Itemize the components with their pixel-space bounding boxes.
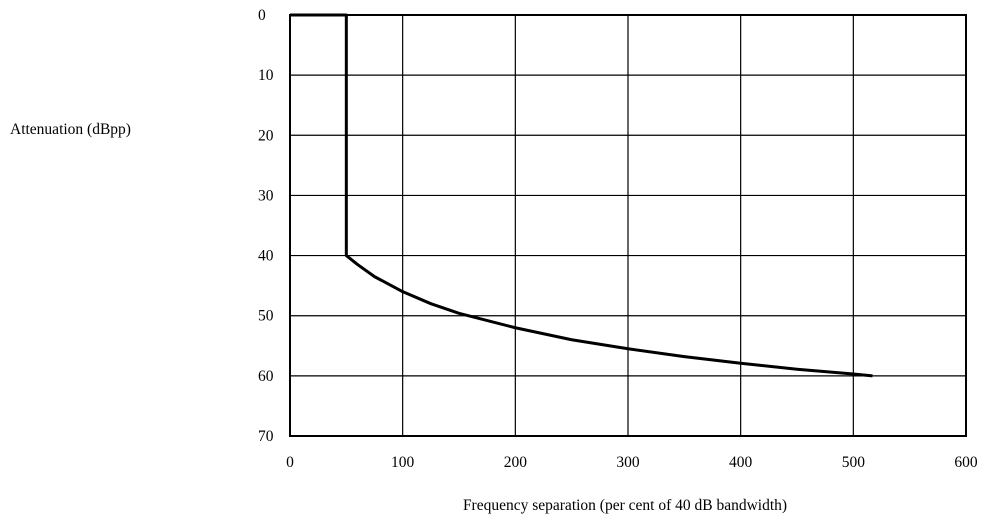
y-tick-label-1: 10 — [258, 67, 274, 84]
y-axis-label: Attenuation (dBpp) — [10, 121, 131, 138]
y-tick-label-4: 40 — [258, 248, 274, 265]
y-tick-labels: 0 10 20 30 40 50 60 70 — [258, 7, 274, 445]
y-tick-label-2: 20 — [258, 127, 274, 144]
x-tick-label-2: 200 — [504, 454, 528, 471]
y-tick-label-5: 50 — [258, 308, 274, 325]
y-tick-label-7: 70 — [258, 428, 274, 445]
y-tick-label-3: 30 — [258, 187, 274, 204]
series-layer — [290, 13, 873, 378]
y-tick-label-0: 0 — [258, 7, 266, 24]
y-tick-label-6: 60 — [258, 368, 274, 385]
plot-border — [289, 14, 967, 437]
series-line-0 — [290, 13, 873, 378]
x-tick-label-4: 400 — [729, 454, 753, 471]
x-tick-label-0: 0 — [286, 454, 294, 471]
x-tick-label-5: 500 — [842, 454, 866, 471]
plot-frame — [289, 14, 967, 437]
x-axis-label: Frequency separation (per cent of 40 dB … — [463, 497, 787, 514]
x-tick-label-3: 300 — [616, 454, 640, 471]
x-tick-label-6: 600 — [954, 454, 978, 471]
x-tick-label-1: 100 — [391, 454, 415, 471]
grid — [290, 15, 966, 436]
x-tick-labels: 0 100 200 300 400 500 600 — [286, 454, 978, 471]
